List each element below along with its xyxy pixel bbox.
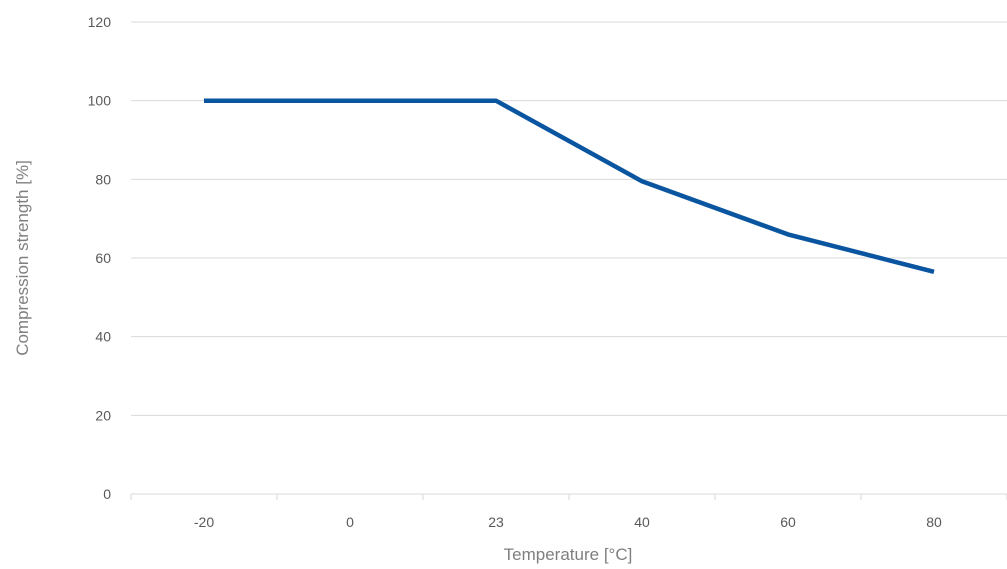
x-tick-label-0: -20 [194,514,214,530]
y-tick-label-40: 40 [95,329,111,345]
series-layer [204,98,935,274]
y-tick-labels: 0 20 40 60 80 100 120 [88,14,112,502]
y-tick-label-60: 60 [95,250,111,266]
x-axis-title: Temperature [°C] [504,545,633,564]
series-line-0 [204,98,935,274]
y-tick-label-120: 120 [88,14,112,30]
x-tick-label-4: 60 [780,514,796,530]
x-tick-label-3: 40 [634,514,650,530]
x-axis [130,493,1007,500]
x-tick-label-1: 0 [346,514,354,530]
y-axis-title: Compression strength [%] [13,160,32,356]
y-tick-label-20: 20 [95,407,111,423]
y-tick-label-0: 0 [103,486,111,502]
y-tick-label-80: 80 [95,171,111,187]
x-tick-label-2: 23 [488,514,504,530]
gridlines [131,21,1007,416]
x-tick-labels: -20 0 23 40 60 80 [194,514,942,530]
x-tick-label-5: 80 [926,514,942,530]
y-tick-label-100: 100 [88,93,112,109]
